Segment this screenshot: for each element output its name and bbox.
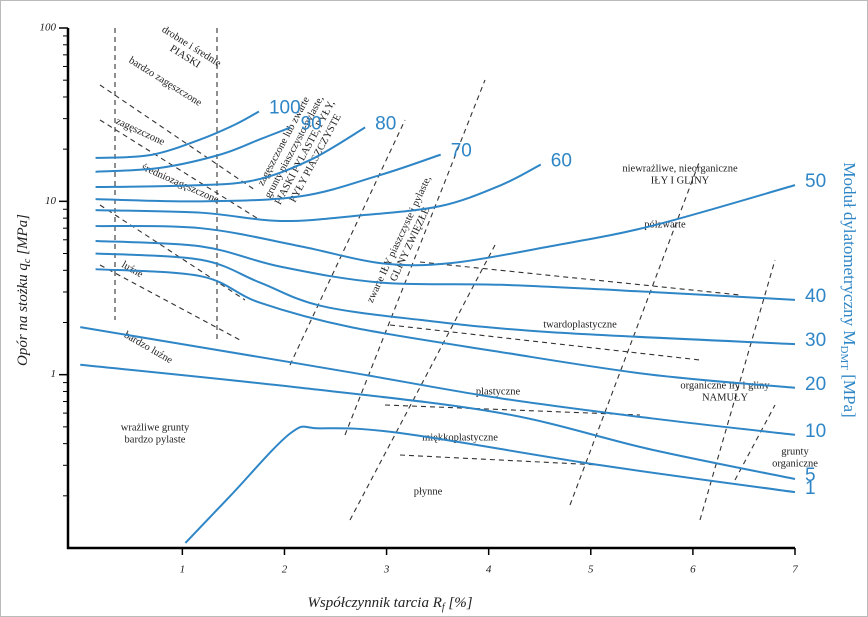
curve-label: 80: [375, 113, 396, 134]
x-tick-label: 3: [383, 564, 390, 576]
curve-label: 100: [269, 97, 301, 118]
y2-axis-title: Moduł dylatometryczny MDMT [MPa]: [838, 162, 859, 417]
modulus-curve: [95, 252, 796, 346]
region-label: organiczne iły i gliny: [680, 380, 770, 391]
x-tick-label: 4: [486, 564, 492, 576]
x-axis-title: Współczynnik tarcia Rf [%]: [307, 595, 472, 613]
region-label: NAMUŁY: [702, 392, 748, 403]
region-label: twardoplastyczne: [543, 319, 617, 330]
region-label: niewrażliwe, nieorganiczne: [622, 163, 738, 174]
modulus-curve: [184, 425, 796, 544]
region-label: IŁY I GLINY: [651, 175, 710, 186]
curve-label: 90: [301, 113, 322, 134]
x-tick-label: 2: [282, 564, 288, 576]
x-tick-label: 1: [180, 564, 186, 576]
x-tick-label: 7: [792, 564, 798, 576]
y-tick-label: 10: [45, 195, 57, 207]
region-label: wrażliwe grunty: [121, 422, 190, 433]
region-label: organiczne: [772, 458, 818, 469]
curve-label: 40: [805, 286, 826, 307]
region-label: plastyczne: [476, 386, 521, 397]
modulus-curve: [95, 110, 260, 159]
curve-label: 1: [805, 478, 816, 499]
modulus-curve: [95, 163, 542, 223]
curve-label: 60: [551, 151, 572, 172]
modulus-curve: [95, 126, 366, 188]
region-label: półzwarte: [644, 219, 686, 230]
curve-label: 10: [805, 421, 826, 442]
curve-label: 50: [805, 171, 826, 192]
modulus-curve: [80, 326, 796, 436]
modulus-curve: [95, 184, 796, 267]
y-tick-label: 100: [40, 22, 57, 34]
modulus-curve: [95, 126, 291, 173]
y-tick-label: 1: [51, 368, 57, 380]
region-label: grunty: [781, 446, 809, 457]
region-label: płynne: [414, 486, 443, 497]
x-tick-label: 5: [588, 564, 594, 576]
modulus-curve: [95, 153, 442, 203]
curve-label: 5: [805, 465, 816, 486]
curve-label: 20: [805, 374, 826, 395]
modulus-curve: [95, 268, 796, 389]
region-label: bardzo pylaste: [125, 434, 186, 445]
y-axis-title: Opór na stożku qc [MPa]: [15, 214, 33, 366]
curve-label: 70: [451, 141, 472, 162]
modulus-curve: [80, 363, 796, 481]
curve-label: 30: [805, 330, 826, 351]
x-tick-label: 6: [690, 564, 696, 576]
region-label: miękkoplastyczne: [422, 432, 498, 443]
modulus-curve: [95, 240, 796, 301]
